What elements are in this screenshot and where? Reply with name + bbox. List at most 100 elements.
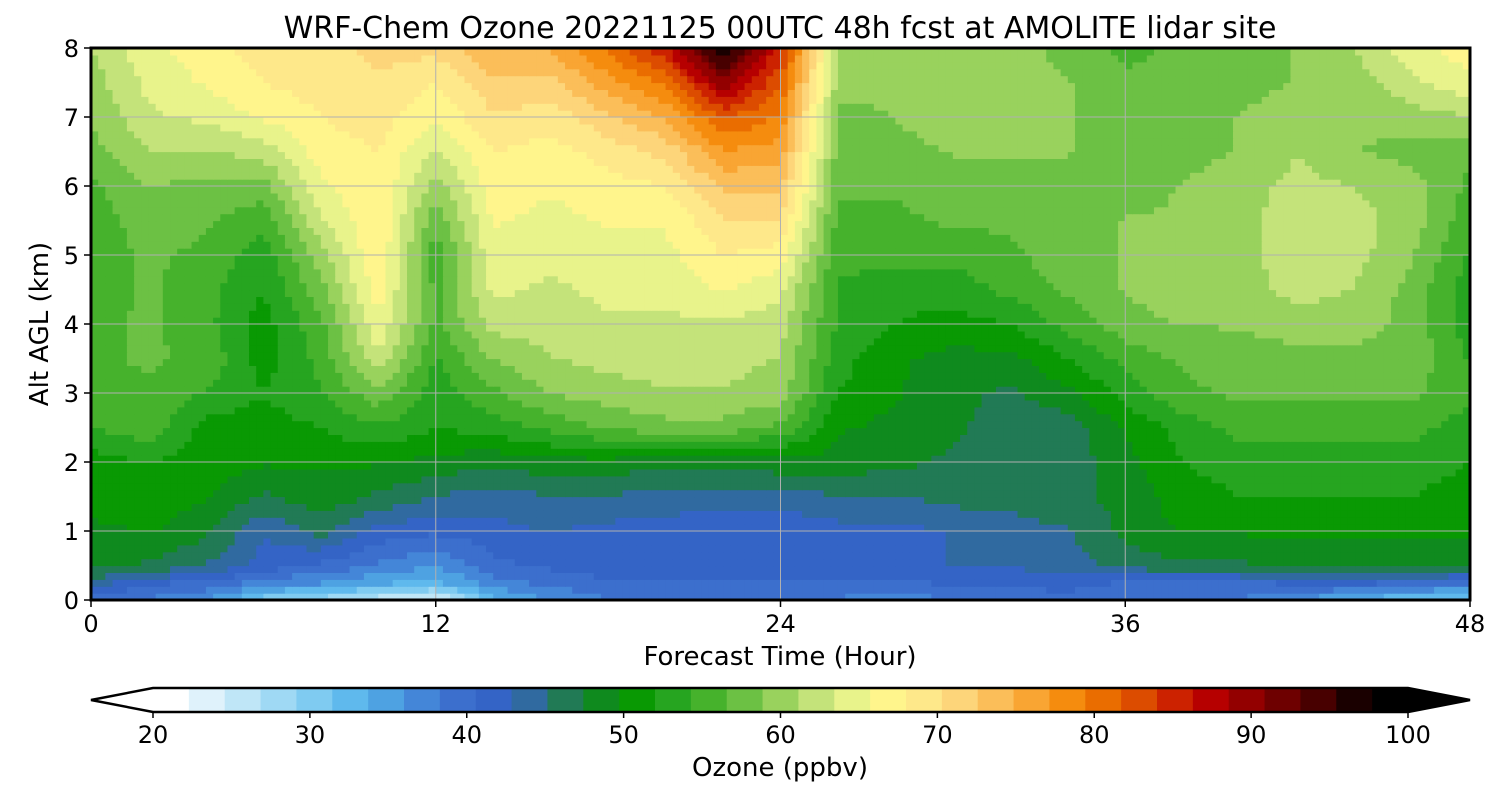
heatmap-cell	[1074, 462, 1083, 470]
heatmap-cell	[715, 517, 724, 525]
heatmap-cell	[1390, 510, 1399, 518]
heatmap-cell	[1024, 462, 1033, 470]
heatmap-cell	[708, 482, 717, 491]
heatmap-cell	[1189, 434, 1198, 442]
heatmap-cell	[679, 572, 688, 580]
heatmap-cell	[1369, 455, 1378, 463]
heatmap-cell	[852, 593, 861, 600]
heatmap-cell	[960, 517, 968, 525]
heatmap-cell	[521, 586, 530, 594]
heatmap-cell	[177, 551, 185, 560]
heatmap-cell	[91, 496, 99, 504]
heatmap-cell	[723, 586, 731, 594]
heatmap-cell	[1046, 565, 1055, 573]
heatmap-cell	[126, 420, 135, 429]
heatmap-cell	[1024, 586, 1033, 594]
heatmap-cell	[895, 462, 904, 470]
heatmap-cell	[1247, 455, 1256, 463]
heatmap-cell	[1161, 544, 1169, 553]
heatmap-cell	[1096, 531, 1105, 539]
heatmap-cell	[162, 593, 171, 600]
heatmap-cell	[859, 558, 868, 567]
heatmap-cell	[91, 503, 99, 511]
heatmap-cell	[227, 586, 236, 594]
heatmap-cell	[478, 482, 487, 491]
heatmap-cell	[1455, 544, 1464, 553]
heatmap-cell	[1441, 551, 1450, 560]
heatmap-cell	[816, 586, 825, 594]
heatmap-cell	[1455, 524, 1464, 532]
heatmap-cell	[723, 593, 731, 600]
heatmap-cell	[270, 537, 279, 546]
heatmap-cell	[435, 586, 444, 594]
heatmap-cell	[715, 503, 724, 511]
heatmap-cell	[572, 448, 580, 456]
heatmap-cell	[845, 462, 853, 470]
heatmap-cell	[859, 496, 868, 504]
heatmap-cell	[1125, 537, 1134, 546]
heatmap-cell	[205, 586, 214, 594]
heatmap-cell	[385, 489, 394, 498]
heatmap-cell	[407, 537, 415, 546]
heatmap-cell	[1189, 475, 1198, 484]
heatmap-cell	[1240, 565, 1248, 573]
heatmap-cell	[1189, 441, 1198, 449]
heatmap-cell	[773, 586, 782, 594]
heatmap-cell	[119, 434, 128, 442]
heatmap-cell	[1211, 434, 1220, 442]
heatmap-cell	[1426, 475, 1435, 484]
heatmap-cell	[141, 427, 150, 435]
heatmap-cell	[902, 489, 911, 498]
heatmap-cell	[478, 531, 487, 539]
heatmap-cell	[1355, 434, 1363, 442]
heatmap-cell	[730, 462, 738, 470]
heatmap-cell	[543, 558, 552, 567]
heatmap-cell	[1311, 524, 1320, 532]
heatmap-cell	[227, 524, 236, 532]
heatmap-cell	[586, 579, 595, 587]
heatmap-cell	[521, 441, 530, 449]
heatmap-cell	[572, 503, 580, 511]
heatmap-cell	[363, 558, 372, 567]
heatmap-cell	[1276, 572, 1284, 580]
heatmap-cell	[1153, 558, 1162, 567]
heatmap-cell	[572, 544, 580, 553]
heatmap-cell	[859, 593, 868, 600]
heatmap-cell	[1225, 503, 1234, 511]
heatmap-cell	[1405, 503, 1414, 511]
heatmap-cell	[924, 544, 932, 553]
heatmap-cell	[1362, 448, 1371, 456]
heatmap-cell	[241, 517, 250, 525]
heatmap-cell	[845, 441, 853, 449]
heatmap-cell	[636, 572, 645, 580]
heatmap-cell	[371, 551, 379, 560]
heatmap-cell	[1003, 475, 1011, 484]
heatmap-cell	[981, 420, 990, 429]
heatmap-cell	[1146, 593, 1155, 600]
heatmap-cell	[1053, 579, 1062, 587]
heatmap-cell	[1010, 455, 1019, 463]
heatmap-cell	[960, 420, 968, 429]
heatmap-cell	[1319, 593, 1327, 600]
heatmap-cell	[1390, 565, 1399, 573]
heatmap-cell	[888, 496, 897, 504]
heatmap-cell	[1419, 503, 1428, 511]
heatmap-cell	[1369, 586, 1378, 594]
heatmap-cell	[995, 593, 1004, 600]
heatmap-cell	[1254, 551, 1263, 560]
heatmap-cell	[1319, 475, 1327, 484]
heatmap-cell	[1218, 434, 1227, 442]
heatmap-cell	[529, 558, 537, 567]
heatmap-cell	[974, 427, 983, 435]
heatmap-cell	[521, 420, 530, 429]
heatmap-cell	[873, 448, 882, 456]
heatmap-cell	[1082, 558, 1090, 567]
heatmap-cell	[249, 572, 257, 580]
heatmap-cell	[1311, 544, 1320, 553]
heatmap-cell	[148, 524, 157, 532]
heatmap-cell	[1355, 558, 1363, 567]
heatmap-cell	[98, 482, 106, 491]
heatmap-cell	[249, 579, 257, 587]
heatmap-cell	[1204, 496, 1213, 504]
heatmap-cell	[1218, 496, 1227, 504]
